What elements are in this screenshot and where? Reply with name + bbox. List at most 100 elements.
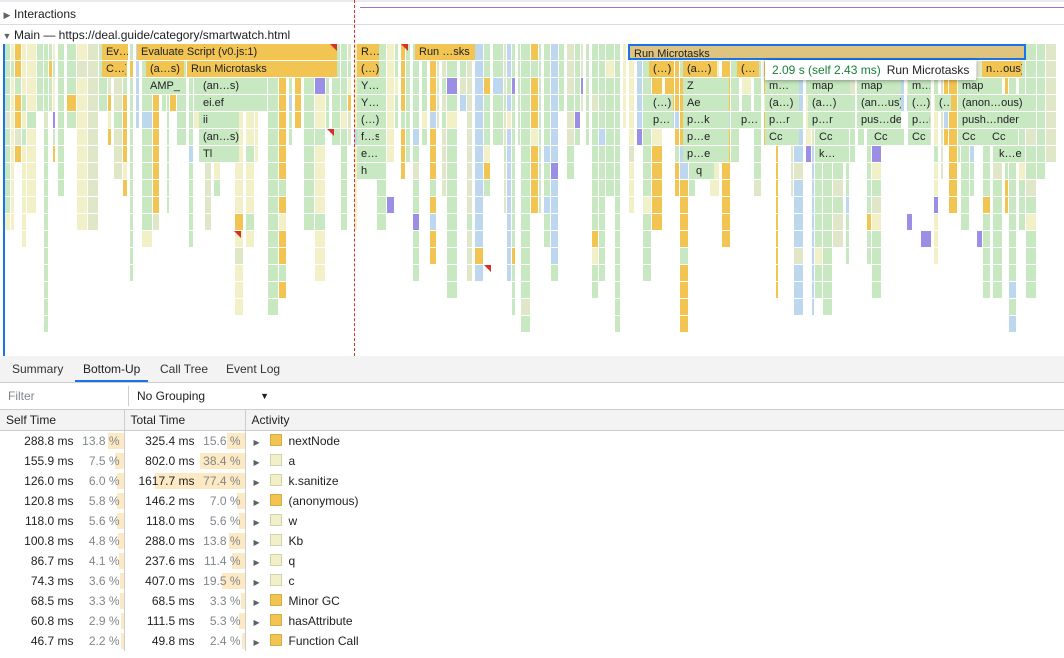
flame-slice[interactable] (467, 231, 472, 247)
flame-slice[interactable] (518, 44, 520, 60)
flame-slice[interactable] (4, 146, 10, 162)
flame-slice[interactable] (643, 112, 651, 128)
flame-slice[interactable] (467, 265, 472, 281)
flame-slice[interactable] (108, 112, 111, 128)
flame-slice[interactable] (27, 112, 36, 128)
flame-block-label[interactable]: map (857, 78, 901, 94)
flame-slice[interactable] (289, 95, 292, 111)
flame-slice[interactable] (776, 265, 778, 281)
flame-slice[interactable] (531, 78, 538, 94)
flame-slice[interactable] (142, 163, 152, 179)
flame-slice[interactable] (53, 95, 55, 111)
table-row[interactable]: 68.5 ms 3.3 % 68.5 ms 3.3 % ▶ Minor GC (0, 591, 1064, 611)
flame-slice[interactable] (567, 78, 574, 94)
flame-slice[interactable] (413, 180, 419, 196)
flame-slice[interactable] (806, 129, 811, 145)
flame-slice[interactable] (970, 146, 974, 162)
flame-slice[interactable] (581, 61, 583, 77)
flame-slice[interactable] (512, 282, 515, 298)
gc-slice[interactable] (551, 163, 558, 179)
flame-slice[interactable] (67, 112, 76, 128)
flame-slice[interactable] (123, 146, 127, 162)
flame-slice[interactable] (354, 129, 357, 145)
flame-slice[interactable] (521, 163, 530, 179)
flame-slice[interactable] (162, 95, 166, 111)
flame-slice[interactable] (652, 146, 662, 162)
expand-row-icon[interactable]: ▶ (253, 538, 260, 547)
flame-slice[interactable] (27, 95, 36, 111)
flame-block-label[interactable]: Ae (683, 95, 729, 111)
flame-slice[interactable] (983, 214, 990, 230)
flame-slice[interactable] (4, 95, 10, 111)
flame-slice[interactable] (315, 248, 325, 264)
flame-slice[interactable] (629, 163, 634, 179)
flame-slice[interactable] (531, 180, 538, 196)
flame-slice[interactable] (58, 44, 64, 60)
flame-slice[interactable] (58, 129, 64, 145)
flame-slice[interactable] (11, 163, 14, 179)
flame-slice[interactable] (544, 214, 550, 230)
flame-slice[interactable] (467, 180, 472, 196)
expand-row-icon[interactable]: ▶ (253, 598, 260, 607)
flame-slice[interactable] (493, 95, 503, 111)
flame-slice[interactable] (512, 299, 515, 315)
flame-slice[interactable] (961, 146, 969, 162)
flame-slice[interactable] (401, 146, 405, 162)
flame-slice[interactable] (544, 44, 550, 60)
flame-slice[interactable] (1009, 265, 1016, 281)
flame-slice[interactable] (4, 78, 10, 94)
flame-slice[interactable] (67, 95, 76, 111)
flame-slice[interactable] (993, 197, 1002, 213)
flame-slice[interactable] (551, 146, 558, 162)
flame-slice[interactable] (88, 214, 98, 230)
flame-slice[interactable] (354, 214, 357, 230)
flame-slice[interactable] (592, 61, 598, 77)
flame-slice[interactable] (114, 163, 122, 179)
flame-slice[interactable] (189, 163, 193, 179)
flame-slice[interactable] (22, 197, 26, 213)
flame-slice[interactable] (475, 44, 483, 60)
flame-slice[interactable] (776, 163, 778, 179)
flame-slice[interactable] (544, 197, 550, 213)
flame-slice[interactable] (794, 231, 803, 247)
flame-slice[interactable] (235, 129, 243, 145)
flame-slice[interactable] (507, 78, 511, 94)
flame-slice[interactable] (142, 180, 152, 196)
flame-slice[interactable] (983, 265, 990, 281)
flame-slice[interactable] (430, 214, 436, 230)
flame-slice[interactable] (167, 180, 169, 196)
flame-slice[interactable] (776, 248, 778, 264)
flame-slice[interactable] (130, 112, 133, 128)
flame-slice[interactable] (961, 180, 969, 196)
flame-block-label[interactable]: p… (737, 112, 759, 128)
flame-slice[interactable] (606, 129, 614, 145)
flame-slice[interactable] (1026, 44, 1036, 60)
flame-slice[interactable] (1026, 180, 1036, 196)
flame-slice[interactable] (442, 129, 446, 145)
flame-slice[interactable] (615, 231, 620, 247)
tab-event-log[interactable]: Event Log (226, 362, 281, 376)
flame-slice[interactable] (812, 129, 814, 145)
flame-slice[interactable] (4, 44, 10, 60)
flame-block-label[interactable]: Tl (199, 146, 239, 162)
flame-slice[interactable] (246, 163, 254, 179)
flame-slice[interactable] (680, 316, 688, 332)
flame-slice[interactable] (67, 44, 76, 60)
flame-slice[interactable] (934, 78, 938, 94)
flame-slice[interactable] (812, 146, 814, 162)
flame-slice[interactable] (235, 265, 243, 281)
flame-slice[interactable] (507, 163, 511, 179)
flame-slice[interactable] (11, 180, 14, 196)
flame-slice[interactable] (430, 146, 436, 162)
flame-slice[interactable] (44, 129, 48, 145)
gc-slice[interactable] (575, 112, 580, 128)
tab-call-tree[interactable]: Call Tree (160, 362, 209, 376)
flame-slice[interactable] (235, 214, 243, 230)
flame-slice[interactable] (467, 95, 472, 111)
flame-slice[interactable] (44, 61, 48, 77)
flame-slice[interactable] (1046, 61, 1056, 77)
flame-slice[interactable] (722, 61, 730, 77)
flame-slice[interactable] (791, 180, 793, 196)
flame-slice[interactable] (551, 231, 558, 247)
flame-slice[interactable] (643, 78, 651, 94)
